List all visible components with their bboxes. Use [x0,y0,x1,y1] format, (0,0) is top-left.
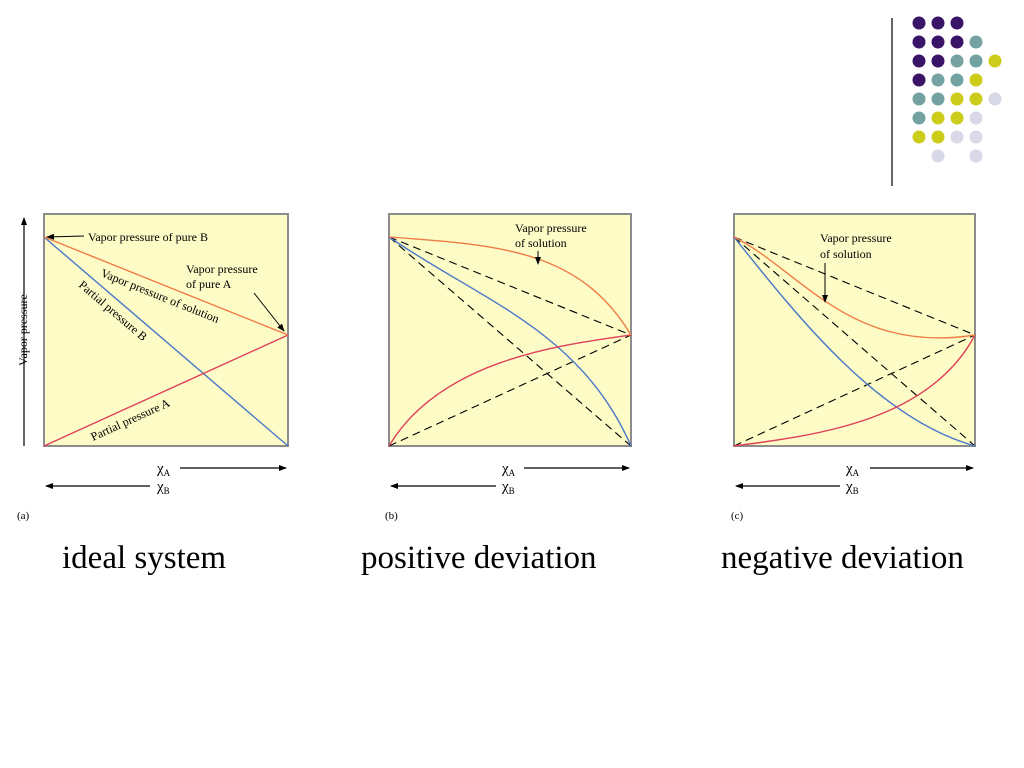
panel-a: Vapor pressure Vapor pressure of pure B … [16,213,289,522]
pure-a-pointer-arrow [253,292,285,332]
decorative-dot [969,92,983,106]
panel-b-solution-annotation-line2: of solution [515,236,567,250]
decorative-dot [931,92,945,106]
panel-a-chi-a-label: χA [156,461,171,478]
panel-b-partial-pressure-b-curve [388,236,632,447]
panel-c-ideal-a-dashed [733,334,976,447]
panel-a-letter: (a) [17,510,30,522]
pure-b-pointer-arrow [46,233,85,240]
decorative-dot [912,111,926,125]
panel-b-ideal-b-dashed [388,236,632,447]
panel-b-partial-pressure-a-curve [388,334,632,447]
decorative-dot [931,149,945,163]
decorative-dot [931,111,945,125]
pure-a-annotation-line1: Vapor pressure [186,262,258,276]
panel-a-solution-pressure-line [43,236,289,336]
decorative-dot-grid [912,16,1002,163]
panel-a-partial-pressure-a-line [43,334,289,447]
caption-ideal-system: ideal system [62,540,227,576]
decorative-dot [912,16,926,30]
decorative-dot [950,16,964,30]
panel-c-chi-a-label: χA [845,461,860,478]
decorative-dot [988,92,1002,106]
caption-negative-deviation: negative deviation [721,540,964,576]
panel-c-solution-annotation-line2: of solution [820,247,872,261]
panel-b-solution-annotation-line1: Vapor pressure [515,221,587,235]
decorative-dot [969,130,983,144]
panel-b-ideal-a-dashed [388,334,632,447]
decorative-dot [950,92,964,106]
caption-positive-deviation: positive deviation [361,540,597,576]
panel-c-solution-pressure-curve [733,236,976,339]
decorative-dot [912,54,926,68]
decorative-dot [931,54,945,68]
panel-c-partial-pressure-a-curve [733,334,976,447]
pure-b-annotation: Vapor pressure of pure B [88,230,208,244]
decorative-dot [950,111,964,125]
decorative-dot [969,149,983,163]
decorative-dot [912,92,926,106]
panel-c-chi-b-label: χB [845,479,859,496]
panel-a-plot-area [43,213,289,447]
decorative-dot [912,35,926,49]
decorative-dot [912,130,926,144]
decorative-dot [988,54,1002,68]
decorative-dot [950,35,964,49]
panel-c-partial-pressure-b-curve [733,236,976,447]
decorative-dot [931,16,945,30]
panel-c: Vapor pressure of solution χA χB (c) [731,213,976,522]
panel-b: Vapor pressure of solution χA χB (b) [385,213,632,522]
decorative-dot [912,73,926,87]
panel-a-chi-b-label: χB [156,479,170,496]
pure-a-annotation-line2: of pure A [186,277,232,291]
decorative-dot [969,54,983,68]
panel-b-letter: (b) [385,510,398,522]
decorative-dot [969,35,983,49]
decorative-dot [931,73,945,87]
panel-c-letter: (c) [731,510,744,522]
decorative-dot [931,130,945,144]
panel-b-ideal-solution-dashed [388,236,632,336]
panel-b-plot-area [388,213,632,447]
panel-a-partial-pressure-b-line [43,236,289,447]
panel-c-ideal-solution-dashed [733,236,976,336]
decorative-dot [950,54,964,68]
panel-b-chi-a-label: χA [501,461,516,478]
panel-c-ideal-b-dashed [733,236,976,447]
decorative-dot [969,73,983,87]
panel-c-plot-area [733,213,976,447]
decorative-dot [969,111,983,125]
decorative-dot [931,35,945,49]
panel-b-solution-pressure-curve [388,236,632,336]
y-axis-label: Vapor pressure [16,294,30,366]
decorative-dot [950,130,964,144]
panel-c-solution-annotation-line1: Vapor pressure [820,231,892,245]
panel-b-chi-b-label: χB [501,479,515,496]
decorative-dot [950,73,964,87]
